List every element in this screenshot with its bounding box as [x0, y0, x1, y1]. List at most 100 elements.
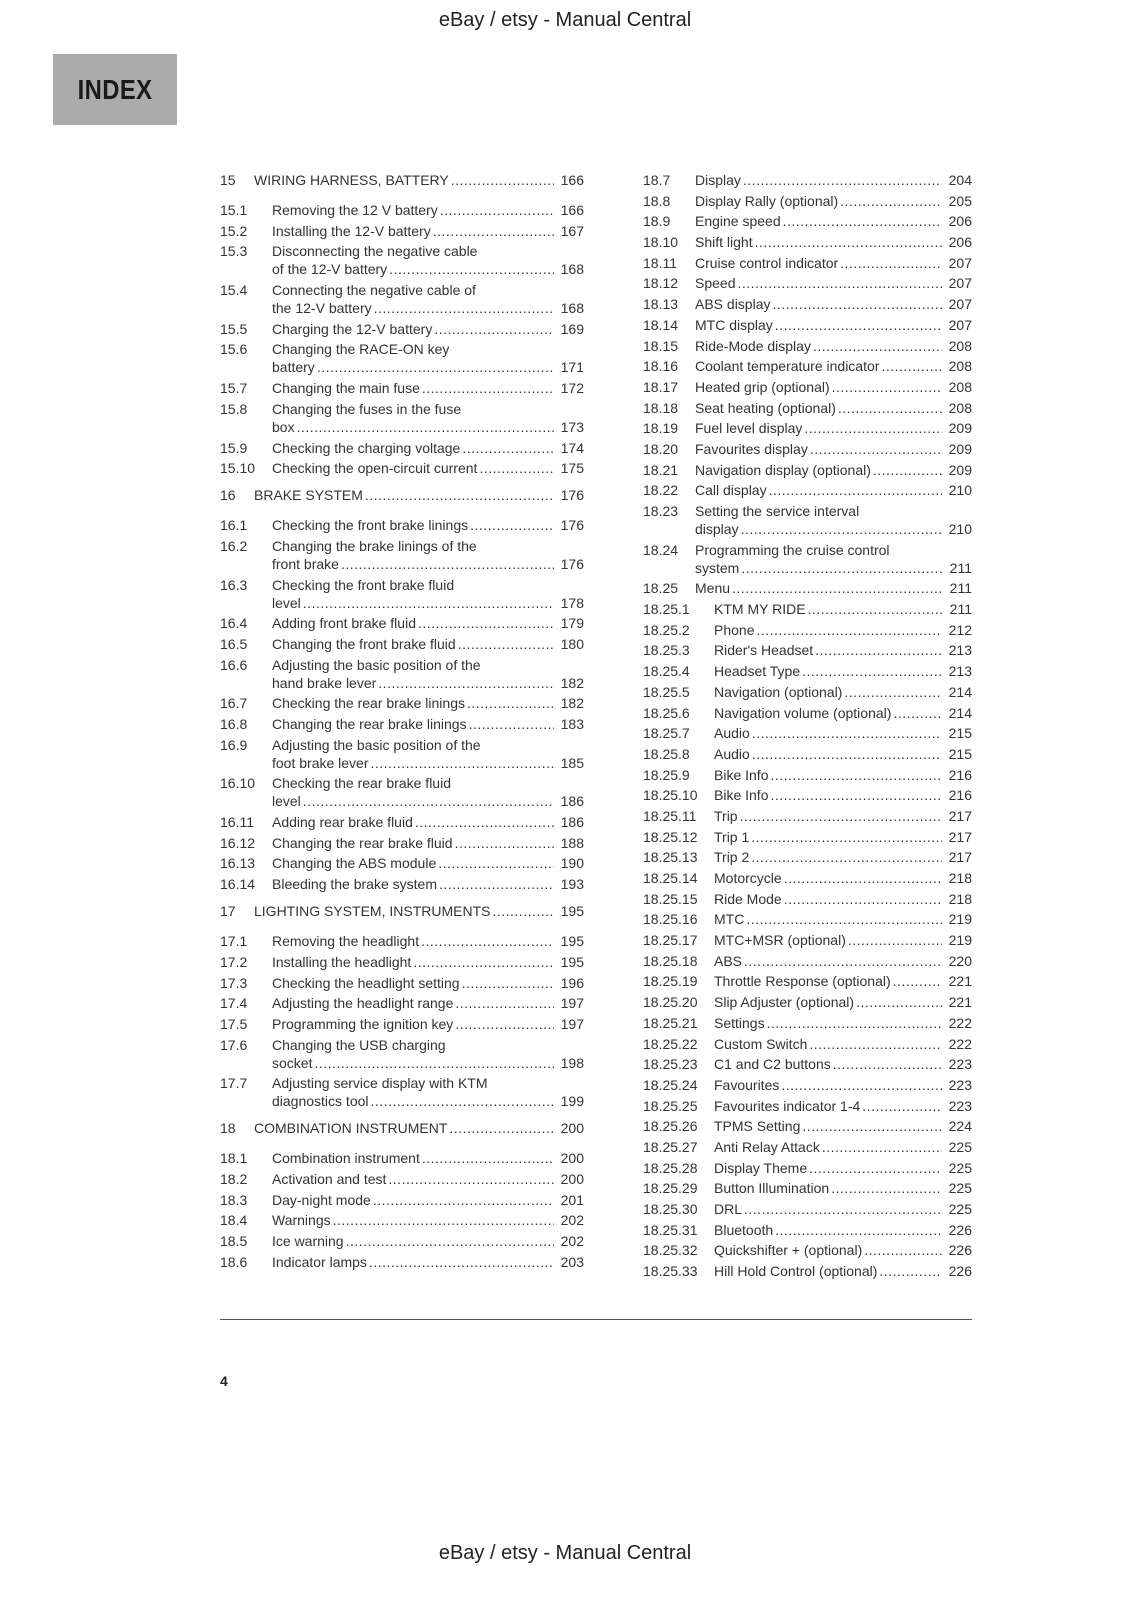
- toc-entry[interactable]: 18.22 Call display 210: [643, 481, 972, 499]
- entry-page: 217: [948, 849, 972, 866]
- toc-entry[interactable]: 18.25.8 Audio 215: [643, 745, 972, 763]
- toc-entry[interactable]: 18.25.30 DRL 225: [643, 1200, 972, 1218]
- toc-entry[interactable]: 18.25.5 Navigation (optional) 214: [643, 683, 972, 701]
- toc-entry[interactable]: 18.25.13 Trip 2 217: [643, 848, 972, 866]
- toc-entry[interactable]: 18.25.2 Phone 212: [643, 621, 972, 639]
- toc-entry[interactable]: 18.3 Day-night mode 201: [220, 1191, 584, 1209]
- toc-entry[interactable]: 18.11 Cruise control indicator 207: [643, 254, 972, 272]
- dot-leader: [752, 745, 942, 763]
- toc-entry[interactable]: 18.21 Navigation display (optional) 209: [643, 461, 972, 479]
- toc-entry[interactable]: 16.6 Adjusting the basic position of the h…: [220, 656, 584, 692]
- toc-entry[interactable]: 18.5 Ice warning 202: [220, 1232, 584, 1250]
- toc-entry[interactable]: 18.4 Warnings 202: [220, 1211, 584, 1229]
- entry-page: 214: [948, 683, 972, 700]
- toc-entry[interactable]: 16.8 Changing the rear brake linings 183: [220, 715, 584, 733]
- toc-entry[interactable]: 18.25.32 Quickshifter + (optional) 226: [643, 1241, 972, 1259]
- toc-entry[interactable]: 16.13 Changing the ABS module 190: [220, 854, 584, 872]
- toc-entry[interactable]: 18.25.33 Hill Hold Control (optional) 226: [643, 1262, 972, 1280]
- toc-chapter[interactable]: 16 BRAKE SYSTEM 176: [220, 486, 584, 504]
- toc-entry[interactable]: 18.25 Menu 211: [643, 579, 972, 597]
- toc-entry[interactable]: 15.4 Connecting the negative cable of the …: [220, 281, 584, 317]
- toc-entry[interactable]: 18.25.26 TPMS Setting 224: [643, 1117, 972, 1135]
- toc-entry[interactable]: 15.5 Charging the 12-V battery 169: [220, 320, 584, 338]
- toc-entry[interactable]: 18.13 ABS display 207: [643, 295, 972, 313]
- toc-entry[interactable]: 17.4 Adjusting the headlight range 197: [220, 994, 584, 1012]
- toc-entry[interactable]: 18.25.17 MTC+MSR (optional) 219: [643, 931, 972, 949]
- toc-entry[interactable]: 18.23 Setting the service interval display…: [643, 502, 972, 538]
- toc-entry[interactable]: 18.25.10 Bike Info 216: [643, 786, 972, 804]
- toc-entry[interactable]: 18.25.16 MTC 219: [643, 910, 972, 928]
- toc-chapter[interactable]: 18 COMBINATION INSTRUMENT 200: [220, 1119, 584, 1137]
- toc-entry[interactable]: 18.2 Activation and test 200: [220, 1170, 584, 1188]
- toc-entry[interactable]: 18.20 Favourites display 209: [643, 440, 972, 458]
- toc-entry[interactable]: 18.25.15 Ride Mode 218: [643, 890, 972, 908]
- toc-entry[interactable]: 18.25.7 Audio 215: [643, 724, 972, 742]
- toc-entry[interactable]: 18.25.18 ABS 220: [643, 952, 972, 970]
- toc-entry[interactable]: 18.25.4 Headset Type 213: [643, 662, 972, 680]
- toc-entry[interactable]: 18.25.21 Settings 222: [643, 1014, 972, 1032]
- toc-entry[interactable]: 17.5 Programming the ignition key 197: [220, 1015, 584, 1033]
- entry-line: Changing the rear brake fluid 188: [272, 834, 584, 852]
- toc-entry[interactable]: 18.18 Seat heating (optional) 208: [643, 399, 972, 417]
- toc-entry[interactable]: 18.25.22 Custom Switch 222: [643, 1035, 972, 1053]
- toc-entry[interactable]: 16.2 Changing the brake linings of the fro…: [220, 537, 584, 573]
- toc-entry[interactable]: 18.12 Speed 207: [643, 274, 972, 292]
- entry-line: Checking the open-circuit current 175: [272, 459, 584, 477]
- toc-entry[interactable]: 18.16 Coolant temperature indicator 208: [643, 357, 972, 375]
- entry-number: 15.2: [220, 222, 248, 239]
- toc-entry[interactable]: 17.3 Checking the headlight setting 196: [220, 974, 584, 992]
- toc-entry[interactable]: 15.3 Disconnecting the negative cable of t…: [220, 242, 584, 278]
- toc-entry[interactable]: 18.25.6 Navigation volume (optional) 214: [643, 704, 972, 722]
- toc-entry[interactable]: 17.2 Installing the headlight 195: [220, 953, 584, 971]
- toc-entry[interactable]: 18.25.9 Bike Info 216: [643, 766, 972, 784]
- toc-entry[interactable]: 18.25.11 Trip 217: [643, 807, 972, 825]
- entry-title: Engine speed: [695, 213, 781, 230]
- toc-entry[interactable]: 15.7 Changing the main fuse 172: [220, 379, 584, 397]
- toc-entry[interactable]: 16.12 Changing the rear brake fluid 188: [220, 834, 584, 852]
- toc-entry[interactable]: 18.25.24 Favourites 223: [643, 1076, 972, 1094]
- toc-entry[interactable]: 18.9 Engine speed 206: [643, 212, 972, 230]
- toc-entry[interactable]: 18.25.12 Trip 1 217: [643, 828, 972, 846]
- toc-entry[interactable]: 18.25.19 Throttle Response (optional) 221: [643, 972, 972, 990]
- toc-chapter[interactable]: 15 WIRING HARNESS, BATTERY 166: [220, 171, 584, 189]
- toc-entry[interactable]: 18.19 Fuel level display 209: [643, 419, 972, 437]
- toc-entry[interactable]: 15.10 Checking the open-circuit current 17…: [220, 459, 584, 477]
- toc-entry[interactable]: 18.25.14 Motorcycle 218: [643, 869, 972, 887]
- toc-entry[interactable]: 18.7 Display 204: [643, 171, 972, 189]
- toc-chapter[interactable]: 17 LIGHTING SYSTEM, INSTRUMENTS 195: [220, 902, 584, 920]
- toc-entry[interactable]: 16.14 Bleeding the brake system 193: [220, 875, 584, 893]
- toc-entry[interactable]: 16.11 Adding rear brake fluid 186: [220, 813, 584, 831]
- toc-entry[interactable]: 15.1 Removing the 12 V battery 166: [220, 201, 584, 219]
- toc-entry[interactable]: 18.1 Combination instrument 200: [220, 1149, 584, 1167]
- toc-entry[interactable]: 18.6 Indicator lamps 203: [220, 1253, 584, 1271]
- toc-entry[interactable]: 18.25.29 Button Illumination 225: [643, 1179, 972, 1197]
- toc-entry[interactable]: 18.15 Ride-Mode display 208: [643, 337, 972, 355]
- toc-entry[interactable]: 18.25.1 KTM MY RIDE 211: [643, 600, 972, 618]
- toc-entry[interactable]: 17.1 Removing the headlight 195: [220, 932, 584, 950]
- toc-entry[interactable]: 18.25.25 Favourites indicator 1-4 223: [643, 1097, 972, 1115]
- toc-entry[interactable]: 18.14 MTC display 207: [643, 316, 972, 334]
- toc-entry[interactable]: 18.25.23 C1 and C2 buttons 223: [643, 1055, 972, 1073]
- toc-entry[interactable]: 18.25.31 Bluetooth 226: [643, 1221, 972, 1239]
- toc-entry[interactable]: 16.9 Adjusting the basic position of the f…: [220, 736, 584, 772]
- toc-entry[interactable]: 15.2 Installing the 12-V battery 167: [220, 222, 584, 240]
- toc-entry[interactable]: 18.25.20 Slip Adjuster (optional) 221: [643, 993, 972, 1011]
- toc-entry[interactable]: 16.5 Changing the front brake fluid 180: [220, 635, 584, 653]
- toc-entry[interactable]: 18.25.28 Display Theme 225: [643, 1159, 972, 1177]
- toc-entry[interactable]: 16.1 Checking the front brake linings 176: [220, 516, 584, 534]
- toc-entry[interactable]: 17.7 Adjusting service display with KTM di…: [220, 1074, 584, 1110]
- toc-entry[interactable]: 18.8 Display Rally (optional) 205: [643, 192, 972, 210]
- toc-entry[interactable]: 18.24 Programming the cruise control syste…: [643, 541, 972, 577]
- toc-entry[interactable]: 15.9 Checking the charging voltage 174: [220, 439, 584, 457]
- toc-entry[interactable]: 18.10 Shift light 206: [643, 233, 972, 251]
- toc-entry[interactable]: 18.17 Heated grip (optional) 208: [643, 378, 972, 396]
- toc-entry[interactable]: 18.25.27 Anti Relay Attack 225: [643, 1138, 972, 1156]
- toc-entry[interactable]: 16.4 Adding front brake fluid 179: [220, 614, 584, 632]
- toc-entry[interactable]: 16.7 Checking the rear brake linings 182: [220, 694, 584, 712]
- toc-entry[interactable]: 18.25.3 Rider's Headset 213: [643, 641, 972, 659]
